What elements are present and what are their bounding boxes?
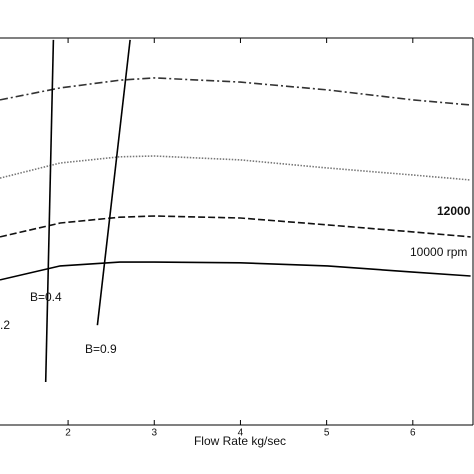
x-tick-label: 2 — [65, 428, 71, 439]
x-axis-label: Flow Rate kg/sec — [194, 434, 286, 448]
series-line — [0, 261, 471, 281]
annotation: 10000 rpm — [410, 245, 467, 259]
series-line — [0, 77, 471, 106]
x-tick-label: 6 — [410, 428, 416, 439]
x-tick-label: 4 — [238, 428, 244, 439]
annotation: 12000 — [437, 204, 471, 218]
x-tick-label: 5 — [324, 428, 330, 439]
series-line — [44, 39, 55, 383]
series-line — [0, 215, 471, 238]
series-line — [0, 155, 471, 181]
annotation: B=0.4 — [30, 290, 62, 304]
annotation: B=0.9 — [85, 342, 117, 356]
x-tick-label: 3 — [151, 428, 157, 439]
series-line — [96, 39, 131, 326]
annotation: .2 — [0, 318, 10, 332]
